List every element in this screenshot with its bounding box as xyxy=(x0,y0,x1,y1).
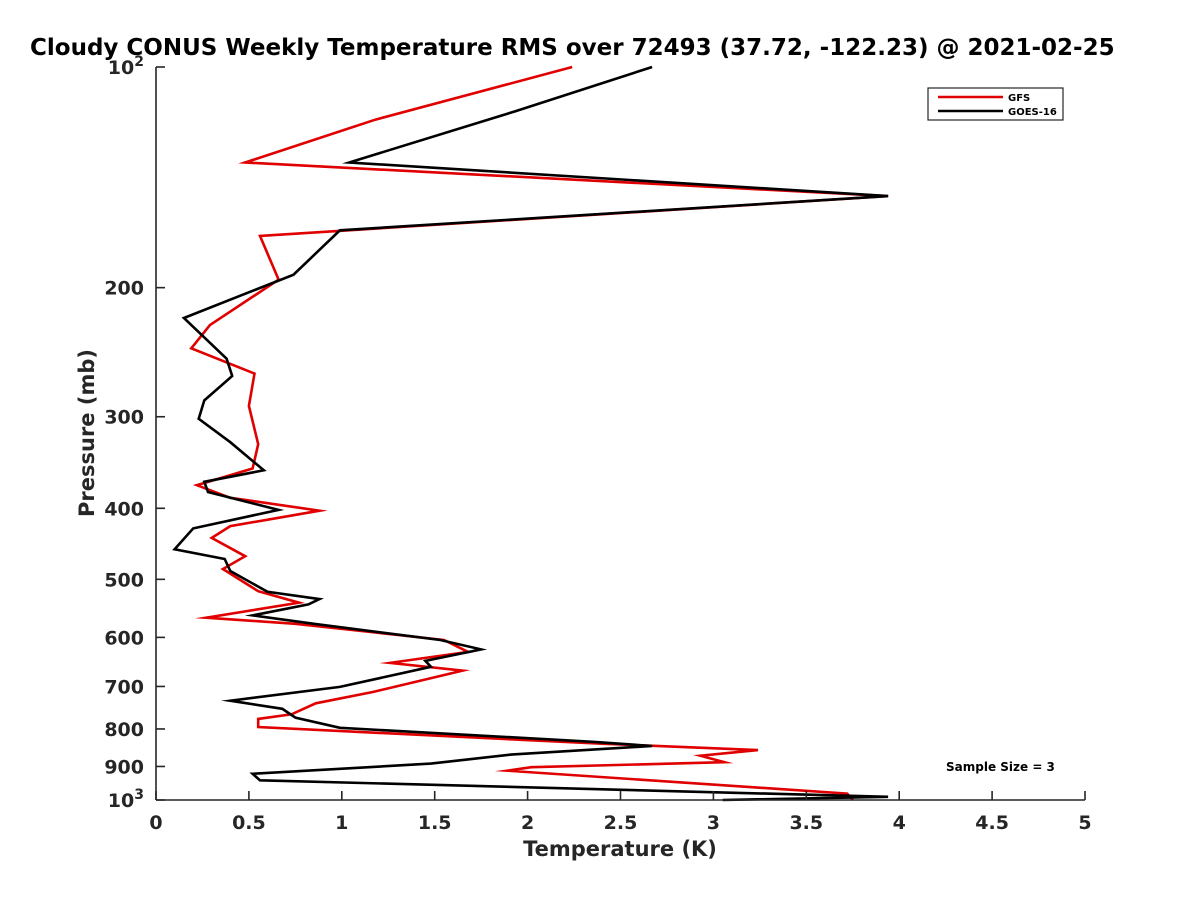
y-tick-label: 500 xyxy=(104,569,144,591)
axes: 0 0.5 1 1.5 2 2.5 3 3.5 4 4.5 5 102 200 300 400 500 600 7… xyxy=(104,54,1091,834)
legend-box xyxy=(927,87,1064,121)
series-line-goes16 xyxy=(172,65,889,802)
x-tick-label: 1 xyxy=(335,812,348,834)
y-tick-label: 300 xyxy=(104,407,144,429)
x-tick-label: 1.5 xyxy=(418,812,452,834)
plot-area xyxy=(156,67,1085,800)
y-tick-label: 400 xyxy=(104,498,144,520)
y-tick-label: 700 xyxy=(104,676,144,698)
chart-title: Cloudy CONUS Weekly Temperature RMS over… xyxy=(30,35,1115,61)
series-line-gfs xyxy=(189,65,889,801)
x-tick-label: 2 xyxy=(521,812,534,834)
y-tick-label: 103 xyxy=(108,787,144,812)
x-axis-title: Temperature (K) xyxy=(523,837,717,861)
y-tick-label: 600 xyxy=(104,627,144,649)
data-lines xyxy=(172,65,889,802)
sample-size-annotation: Sample Size = 3 xyxy=(946,760,1055,774)
x-tick-label: 4 xyxy=(893,812,906,834)
x-tick-label: 5 xyxy=(1078,812,1091,834)
y-axis-title: Pressure (mb) xyxy=(75,349,99,517)
legend-label-goes16: GOES-16 xyxy=(1008,107,1057,118)
x-tick-label: 2.5 xyxy=(604,812,638,834)
x-tick-label: 0.5 xyxy=(232,812,266,834)
x-tick-label: 4.5 xyxy=(975,812,1009,834)
y-tick-label: 800 xyxy=(104,719,144,741)
y-tick-label: 900 xyxy=(104,756,144,778)
x-tick-label: 3 xyxy=(707,812,720,834)
x-tick-label: 0 xyxy=(149,812,162,834)
y-tick-label: 200 xyxy=(104,278,144,300)
legend: GFS GOES-16 xyxy=(927,87,1064,121)
x-tick-label: 3.5 xyxy=(789,812,823,834)
legend-label-gfs: GFS xyxy=(1008,93,1030,104)
y-tick-label: 102 xyxy=(108,54,144,79)
